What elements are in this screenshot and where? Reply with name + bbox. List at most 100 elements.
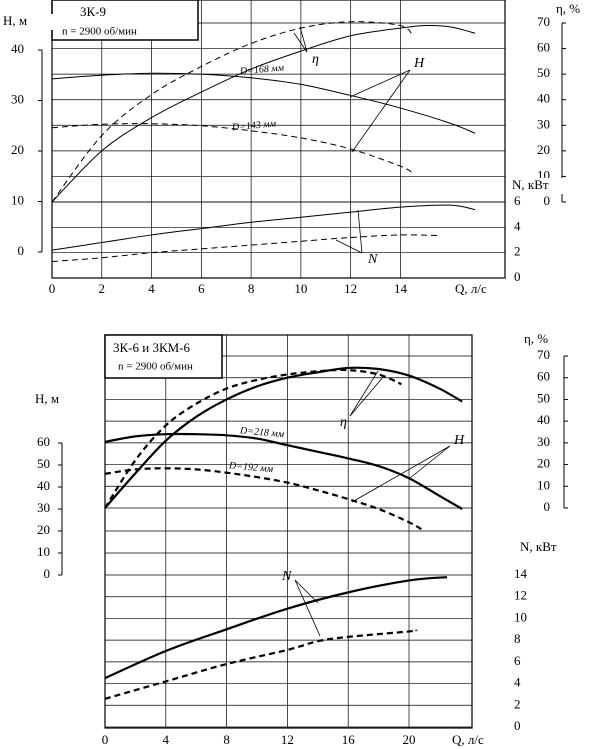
annotation: N: [367, 252, 378, 267]
y-tick-label: 20: [37, 522, 50, 537]
axis-label: N, кВт: [520, 539, 557, 554]
y3-tick-label: 6: [514, 653, 521, 668]
x-tick-label: 10: [294, 281, 307, 296]
chart-title: 3К-6 и 3КМ-6: [113, 340, 191, 355]
y2-tick-label: 40: [537, 412, 550, 427]
y2-tick-label: 60: [537, 369, 550, 384]
y3-tick-label: 8: [514, 631, 521, 646]
x-tick-label: 20: [403, 732, 416, 747]
axis-label: H, м: [3, 13, 27, 28]
y-tick-label: 40: [37, 478, 50, 493]
y2-tick-label: 50: [537, 390, 550, 405]
curve: [104, 467, 425, 532]
x-tick-label: 12: [281, 732, 294, 747]
plot-frame: [104, 334, 473, 729]
y2-tick-label: 30: [537, 116, 550, 131]
axis-label: H, м: [35, 391, 59, 406]
y3-tick-label: 0: [514, 269, 521, 284]
annotation: H: [413, 56, 425, 71]
x-tick-label: 8: [223, 732, 230, 747]
leader: [294, 579, 319, 604]
annotation: N: [281, 569, 292, 584]
x-tick-label: 4: [163, 732, 170, 747]
y-tick-label: 10: [37, 544, 50, 559]
y3-tick-label: 0: [514, 718, 521, 733]
y2-tick-label: 70: [537, 14, 550, 29]
y-tick-label: 20: [11, 142, 24, 157]
y2-tick-label: 0: [544, 499, 551, 514]
y2-tick-label: 20: [537, 142, 550, 157]
label-bg: [554, 2, 597, 18]
leader: [409, 445, 451, 479]
curve: [51, 123, 414, 174]
y3-tick-label: 10: [514, 609, 527, 624]
y3-tick-label: 2: [514, 244, 521, 259]
y2-tick-label: 40: [537, 91, 550, 106]
y2-tick-label: 10: [537, 477, 550, 492]
curve: [104, 432, 463, 510]
leader: [294, 579, 321, 637]
chart-title: 3К-9: [80, 4, 106, 19]
x-tick-label: 0: [49, 281, 56, 296]
x-tick-label: 8: [248, 281, 255, 296]
y2-tick-label: 50: [537, 65, 550, 80]
y-tick-label: 30: [11, 91, 24, 106]
y3-tick-label: 12: [514, 588, 527, 603]
y-tick-label: 0: [44, 566, 51, 581]
curve: [104, 366, 463, 509]
curve: [51, 234, 438, 263]
annotation: D=218 мм: [239, 425, 286, 440]
x-tick-label: 6: [198, 281, 205, 296]
label-bg: [1, 14, 57, 30]
x-tick-label: 2: [99, 281, 106, 296]
plot-frame: [51, 0, 506, 279]
annotation: H: [453, 433, 465, 448]
x-tick-label: 0: [102, 732, 109, 747]
leader: [293, 32, 308, 53]
y-tick-label: 30: [37, 500, 50, 515]
leader: [351, 69, 411, 153]
label-bg: [453, 282, 509, 298]
axis-label: N, кВт: [512, 177, 549, 192]
chart-subtitle: n = 2900 об/мин: [62, 26, 137, 38]
leader: [349, 370, 379, 417]
leader: [349, 69, 411, 98]
y2-tick-label: 70: [537, 347, 550, 362]
label-bg: [510, 178, 566, 194]
x-tick-label: 4: [148, 281, 155, 296]
y3-tick-label: 4: [514, 675, 521, 690]
curve: [104, 629, 418, 700]
chart-subtitle: n = 2900 об/мин: [118, 361, 193, 373]
x-tick-label: 14: [394, 281, 408, 296]
label-bg: [33, 392, 89, 408]
x-tick-label: 12: [344, 281, 357, 296]
y3-tick-label: 14: [514, 566, 528, 581]
curve: [104, 576, 448, 680]
y-tick-label: 60: [37, 434, 50, 449]
axis-label: η, %: [524, 331, 548, 346]
label-bg: [522, 332, 578, 348]
chart: 0 10 20 30 40 50 60 70 0 2 4 6 8 10 12 14 0 10 20 30 40 50 60 0…: [33, 331, 578, 749]
y2-tick-label: 30: [537, 434, 550, 449]
leader: [335, 239, 363, 254]
curve: [104, 368, 402, 509]
curve: [51, 72, 476, 134]
leader: [349, 375, 385, 417]
leader: [357, 209, 363, 254]
annotation: η: [312, 52, 319, 67]
header-box: [104, 334, 223, 379]
y2-tick-label: 20: [537, 456, 550, 471]
annotation: η: [340, 415, 347, 430]
y-tick-label: 40: [11, 41, 24, 56]
label-bg: [518, 540, 574, 556]
annotation: D=143 мм: [231, 118, 278, 133]
y3-tick-label: 2: [514, 696, 521, 711]
annotation: D=192 мм: [228, 460, 275, 475]
axis-label: η, %: [556, 1, 580, 16]
curve: [51, 24, 476, 203]
y3-tick-label: 4: [514, 218, 521, 233]
y-tick-label: 10: [11, 192, 24, 207]
label-bg: [450, 733, 506, 749]
